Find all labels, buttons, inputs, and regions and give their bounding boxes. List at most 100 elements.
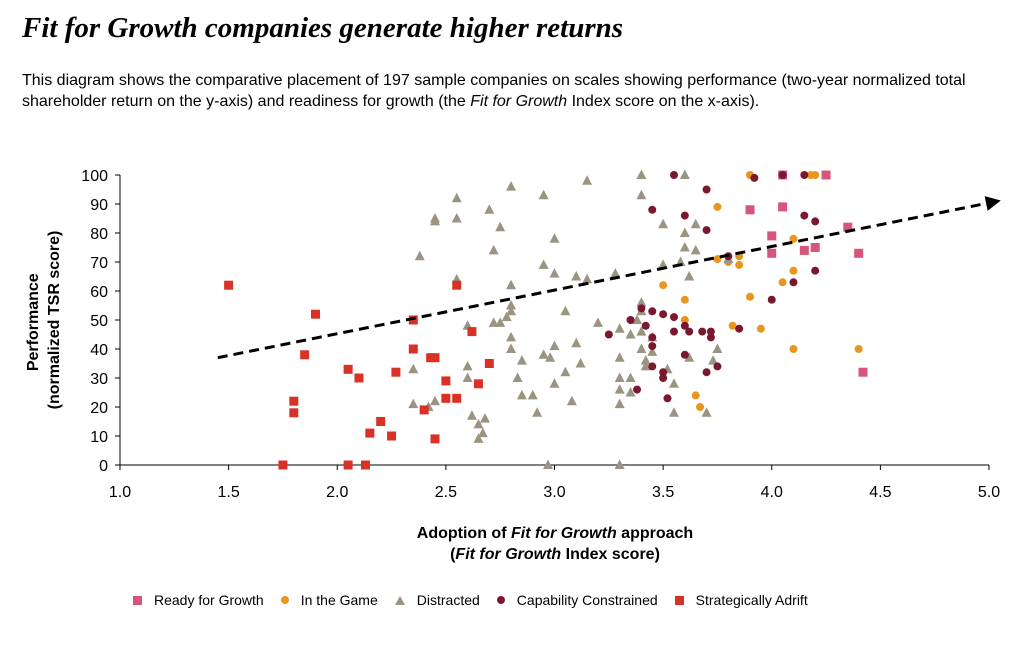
data-point-circle: [800, 211, 809, 220]
data-point-circle: [767, 295, 776, 304]
data-point-circle: [669, 171, 678, 179]
data-point-square: [441, 393, 451, 403]
data-point-triangle: [668, 407, 679, 417]
data-point-square: [391, 367, 401, 377]
data-point-triangle: [684, 271, 695, 281]
x-axis-title-line2-b: Index score): [561, 546, 660, 563]
data-point-square: [467, 327, 477, 337]
data-point-triangle: [545, 352, 556, 362]
data-point-triangle: [477, 427, 488, 438]
x-axis-title-line1-a: Adoption of: [417, 525, 511, 542]
data-point-circle: [641, 321, 650, 330]
data-point-triangle: [538, 259, 549, 269]
data-point-triangle: [712, 343, 723, 353]
data-point-triangle: [571, 337, 582, 348]
data-point-triangle: [506, 300, 517, 310]
data-point-triangle: [506, 279, 517, 290]
data-point-triangle: [571, 271, 582, 281]
data-point-circle: [811, 171, 820, 179]
data-point-triangle: [462, 372, 473, 382]
data-point-square: [854, 248, 864, 258]
data-point-square: [360, 460, 370, 470]
x-axis-title-line1-b: approach: [617, 525, 693, 542]
data-point-triangle: [560, 305, 571, 316]
subtitle-text-italic: Fit for Growth: [470, 93, 568, 110]
data-point-square: [376, 417, 386, 426]
data-point-circle: [637, 304, 646, 313]
data-point-circle: [633, 385, 642, 394]
data-point-triangle: [690, 244, 701, 255]
data-point-circle: [811, 266, 820, 275]
data-point-triangle: [614, 384, 625, 394]
x-tick-label: 4.0: [761, 484, 783, 501]
y-axis-title: Performance (normalized TSR score): [25, 231, 63, 410]
data-point-triangle: [506, 331, 517, 342]
data-point-triangle: [679, 169, 690, 179]
data-point-square: [745, 205, 755, 215]
x-tick-label: 3.5: [652, 484, 674, 501]
legend-item-strategically-adrift: Strategically Adrift: [674, 592, 808, 608]
data-point-circle: [702, 185, 711, 194]
data-point-circle: [735, 324, 744, 333]
axes: 0 10 20 30 40 50 60 70 80 90 100 1.0 1.5 2.0 2.5 3.0 3.5…: [81, 168, 1000, 501]
data-point-square: [767, 231, 777, 241]
data-point-circle: [696, 403, 705, 411]
data-point-triangle: [488, 317, 499, 327]
data-point-circle: [659, 310, 668, 319]
data-point-triangle: [679, 227, 690, 237]
data-point-triangle: [566, 395, 577, 406]
data-point-triangle: [414, 250, 425, 261]
x-tick-label: 1.5: [218, 484, 240, 501]
x-axis-title-line1: Adoption of Fit for Growth approach: [417, 525, 693, 542]
legend-item-distracted: Distracted: [394, 592, 480, 608]
y-tick-label: 20: [90, 400, 108, 417]
data-point-triangle: [501, 311, 512, 322]
data-point-triangle: [679, 242, 690, 252]
data-point-triangle: [614, 323, 625, 333]
y-axis-title-line1: Performance: [25, 273, 42, 371]
data-point-square: [278, 460, 288, 470]
data-point-square: [452, 280, 462, 290]
data-point-square: [799, 245, 809, 255]
data-point-square: [343, 364, 353, 374]
data-point-triangle: [625, 387, 636, 397]
data-point-circle: [691, 391, 700, 400]
legend-item-capability-constrained: Capability Constrained: [496, 592, 658, 608]
data-point-circle: [854, 345, 863, 353]
data-point-square: [419, 405, 429, 415]
data-point-triangle: [684, 352, 695, 362]
data-point-triangle: [690, 218, 701, 229]
data-point-circle: [659, 374, 668, 382]
y-tick-label: 40: [90, 342, 108, 359]
data-point-triangle: [408, 363, 419, 374]
data-point-triangle: [542, 459, 553, 469]
data-point-square: [224, 280, 234, 290]
data-point-circle: [626, 316, 635, 324]
y-axis-title-line2: (normalized TSR score): [46, 231, 63, 410]
data-point-circle: [706, 333, 715, 342]
data-point-triangle: [582, 175, 593, 185]
data-point-triangle: [614, 459, 625, 469]
data-point-triangle: [506, 343, 517, 353]
x-tick-label: 2.5: [435, 484, 457, 501]
data-point-triangle: [549, 340, 560, 351]
data-point-circle: [789, 345, 798, 353]
data-point-triangle: [430, 395, 441, 406]
y-tick-label: 70: [90, 255, 108, 272]
data-point-circle: [669, 313, 678, 322]
data-point-circle: [659, 368, 668, 377]
data-point-square: [430, 434, 440, 444]
data-point-triangle: [668, 378, 679, 388]
data-point-triangle: [636, 343, 647, 353]
y-tick-label: 30: [90, 371, 108, 388]
data-point-triangle: [473, 433, 484, 443]
y-tick-label: 60: [90, 284, 108, 301]
data-point-square: [408, 344, 418, 354]
data-point-triangle: [408, 398, 419, 409]
data-point-square: [821, 170, 831, 180]
legend-label: Ready for Growth: [154, 592, 264, 608]
data-point-triangle: [516, 389, 527, 400]
data-point-circle: [685, 327, 694, 336]
data-point-circle: [706, 327, 715, 336]
data-point-circle: [680, 321, 689, 330]
